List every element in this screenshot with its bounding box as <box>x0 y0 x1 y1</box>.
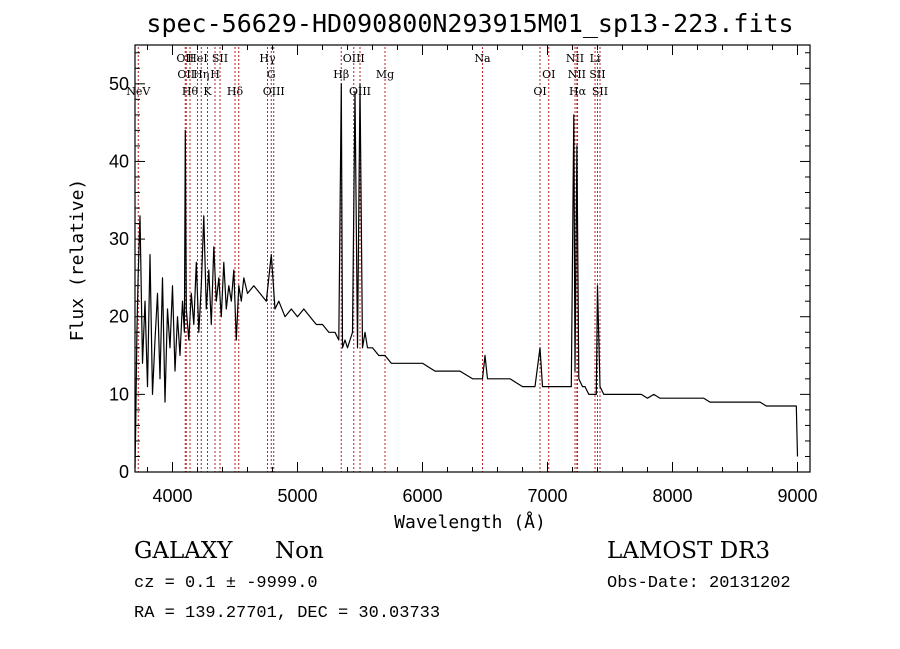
spectral-line-label: SII <box>589 68 605 81</box>
x-axis-label: Wavelength (Å) <box>394 511 546 533</box>
spectral-line-label: Hβ <box>333 68 349 81</box>
x-tick-label: 5000 <box>277 486 317 506</box>
spectral-line-label: Li <box>590 52 601 65</box>
ra-dec-coordinates: RA = 139.27701, DEC = 30.03733 <box>134 604 440 623</box>
y-tick-label: 30 <box>109 229 129 249</box>
spectral-line-label: OI <box>542 68 555 81</box>
y-axis-label: Flux (relative) <box>67 179 88 342</box>
chart-title: spec-56629-HD090800N293915M01_sp13-223.f… <box>146 9 793 38</box>
spectral-line-label: NeV <box>126 85 151 98</box>
spectral-line-label: HeI <box>187 52 207 65</box>
spectral-line-label: SII <box>212 52 228 65</box>
y-tick-label: 0 <box>119 462 129 482</box>
spectral-line-label: G <box>267 68 276 81</box>
spectral-line-label: Hθ <box>182 85 199 98</box>
spectral-line-label: Mg <box>376 68 394 81</box>
plot-frame <box>135 45 810 472</box>
y-tick-label: 20 <box>109 307 129 327</box>
spectral-line-label: OIII <box>343 52 365 65</box>
spectral-line-label: Hδ <box>227 85 244 98</box>
spectral-line-label: H <box>210 68 220 81</box>
object-class: GALAXY <box>134 538 232 564</box>
x-tick-label: 4000 <box>152 486 192 506</box>
y-tick-label: 10 <box>109 384 129 404</box>
survey-name: LAMOST DR3 <box>607 538 770 564</box>
observation-date: Obs-Date: 20131202 <box>607 574 791 593</box>
spectral-line-label: K <box>203 85 212 98</box>
spectral-line-label: SII <box>592 85 608 98</box>
spectral-line-label: OIII <box>263 85 285 98</box>
flux-series-line <box>135 84 798 468</box>
spectral-line-label: NII <box>568 68 586 81</box>
spectral-lines-layer: NeVOIIOIIHθHeIHηKHSIIHδHγGOIIIHβOIIIOIII… <box>126 47 608 472</box>
spectral-line-label: Na <box>474 52 491 65</box>
flux-series-layer <box>135 84 798 468</box>
redshift-cz: cz = 0.1 ± -9999.0 <box>134 574 318 593</box>
x-tick-label: 8000 <box>652 486 692 506</box>
spectral-line-label: Hη <box>193 68 209 81</box>
spectral-line-label: Hα <box>569 85 587 98</box>
spectral-line-label: OI <box>533 85 546 98</box>
y-tick-label: 50 <box>109 74 129 94</box>
spectral-line-label: NII <box>566 52 584 65</box>
x-tick-label: 6000 <box>402 486 442 506</box>
x-tick-label: 7000 <box>527 486 567 506</box>
y-tick-label: 40 <box>109 151 129 171</box>
object-subclass: Non <box>275 538 324 564</box>
x-tick-label: 9000 <box>777 486 817 506</box>
